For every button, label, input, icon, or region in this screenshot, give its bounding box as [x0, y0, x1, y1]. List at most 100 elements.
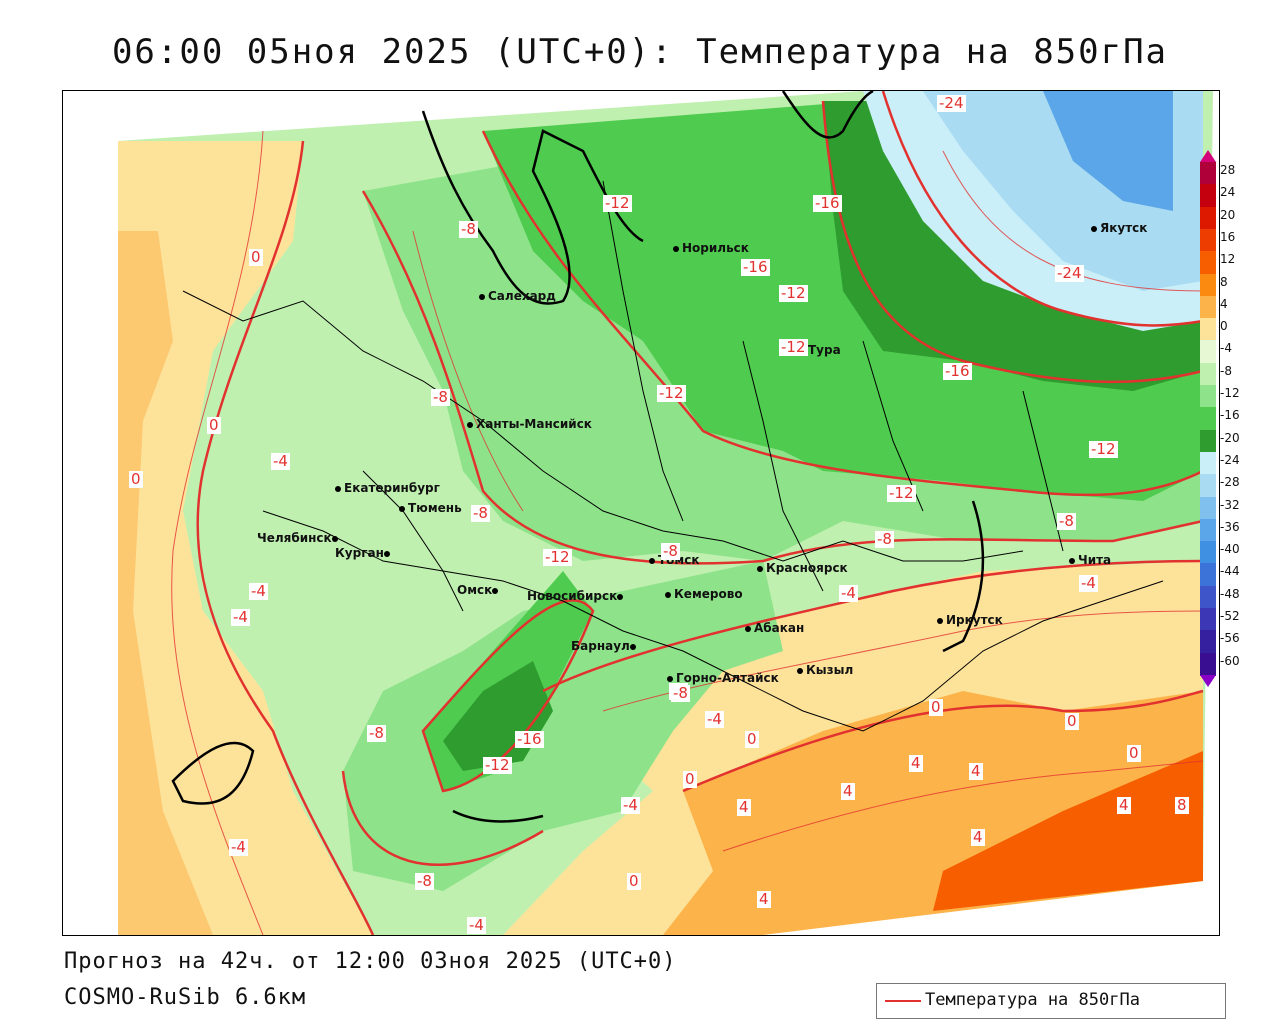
contour-label: -8: [367, 724, 386, 742]
scale-tick-label: -24: [1220, 452, 1240, 467]
contour-label: -12: [779, 284, 808, 302]
scale-top-arrow: [1200, 150, 1216, 162]
city-novosibirsk[interactable]: Новосибирск: [527, 589, 626, 603]
city-kemerovo[interactable]: Кемерово: [665, 587, 743, 601]
contour-label: -4: [621, 796, 640, 814]
city-dot: [757, 565, 763, 572]
contour-label: 4: [1117, 796, 1131, 814]
field-warmer-west: [118, 231, 213, 935]
city-dot: [797, 667, 803, 674]
scale-swatch: [1200, 385, 1216, 408]
contour-label: -12: [1089, 440, 1118, 458]
city-gorno-altaysk[interactable]: Горно-Алтайск: [667, 671, 779, 685]
scale-tick-label: 12: [1220, 252, 1236, 267]
scale-swatch: [1200, 206, 1216, 230]
city-dot: [335, 485, 341, 492]
contour-label: -12: [603, 194, 632, 212]
city-dot: [1069, 557, 1075, 564]
contour-label: -4: [249, 582, 268, 600]
contour-label: -4: [231, 608, 250, 626]
scale-tick-label: -4: [1220, 341, 1232, 356]
scale-tick-label: 16: [1220, 229, 1236, 244]
scale-tick-label: 4: [1220, 296, 1228, 311]
city-tyumen[interactable]: Тюмень: [399, 501, 462, 515]
field-minus28: [1043, 91, 1173, 211]
contour-label: 0: [207, 416, 221, 434]
contour-label: 0: [929, 698, 943, 716]
city-chelyabinsk[interactable]: Челябинск: [257, 531, 341, 545]
scale-swatch: [1200, 340, 1216, 364]
city-dot: [399, 505, 405, 512]
contour-label: -4: [467, 916, 486, 934]
contour-label: -16: [741, 258, 770, 276]
contour-label: -8: [671, 684, 690, 702]
city-yekaterinburg[interactable]: Екатеринбург: [335, 481, 440, 495]
contour-label: 0: [683, 770, 697, 788]
city-dot: [492, 587, 499, 594]
scale-swatch: [1200, 273, 1216, 297]
contour-label: -12: [483, 756, 512, 774]
city-dot: [667, 675, 673, 682]
city-chita[interactable]: Чита: [1069, 553, 1111, 567]
city-dot: [665, 591, 671, 598]
contour-label: -16: [943, 362, 972, 380]
scale-tick-label: -36: [1220, 519, 1240, 534]
contour-label: -8: [471, 504, 490, 522]
city-dot: [649, 557, 655, 564]
legend: Температура на 850гПа: [876, 983, 1226, 1019]
scale-swatch: [1200, 652, 1216, 676]
city-omsk[interactable]: Омск: [457, 583, 501, 597]
contour-label: 0: [129, 470, 143, 488]
model-info: COSMO-RuSib 6.6км: [64, 985, 307, 1010]
temperature-map[interactable]: Салехард Норильск Якутск Тура Ханты-Манс…: [62, 90, 1220, 936]
city-barnaul[interactable]: Барнаул: [571, 639, 639, 653]
contour-label: 4: [737, 798, 751, 816]
scale-swatch: [1200, 563, 1216, 587]
scale-tick-label: -56: [1220, 631, 1240, 646]
contour-label: -8: [459, 220, 478, 238]
contour-label: -8: [431, 388, 450, 406]
contour-label: -16: [813, 194, 842, 212]
city-yakutsk[interactable]: Якутск: [1091, 221, 1147, 235]
city-kyzyl[interactable]: Кызыл: [797, 663, 853, 677]
contour-label: -4: [229, 838, 248, 856]
borders: [182, 180, 1164, 732]
scale-swatch: [1200, 608, 1216, 631]
city-dot: [673, 245, 679, 252]
contour-label: -24: [1055, 264, 1084, 282]
scale-swatch: [1200, 474, 1216, 498]
contour-label: -8: [661, 542, 680, 560]
scale-swatch: [1200, 362, 1216, 386]
city-dot: [331, 535, 338, 542]
scale-swatch: [1200, 496, 1216, 520]
contour-label: 4: [969, 762, 983, 780]
contour-label: -12: [657, 384, 686, 402]
city-khanty-mansiysk[interactable]: Ханты-Мансийск: [467, 417, 592, 431]
scale-tick-label: 0: [1220, 319, 1228, 334]
scale-tick-label: 24: [1220, 185, 1236, 200]
city-abakan[interactable]: Абакан: [745, 621, 804, 635]
forecast-info: Прогноз на 42ч. от 12:00 03ноя 2025 (UTC…: [64, 949, 677, 974]
contour-label: 0: [1127, 744, 1141, 762]
contour-label: 4: [841, 782, 855, 800]
city-irkutsk[interactable]: Иркутск: [937, 613, 1003, 627]
city-krasnoyarsk[interactable]: Красноярск: [757, 561, 848, 575]
city-dot: [479, 293, 485, 300]
contour-label: 4: [971, 828, 985, 846]
scale-swatch: [1200, 541, 1216, 565]
contour-label: -4: [839, 584, 858, 602]
legend-label: Температура на 850гПа: [925, 990, 1140, 1010]
scale-swatch: [1200, 228, 1216, 252]
city-kurgan[interactable]: Курган: [335, 546, 393, 560]
contour-label: 0: [1065, 712, 1079, 730]
scale-tick-label: -16: [1220, 408, 1240, 423]
scale-tick-label: -8: [1220, 363, 1232, 378]
city-norilsk[interactable]: Норильск: [673, 241, 749, 255]
scale-tick-label: 28: [1220, 163, 1236, 177]
scale-tick-label: -52: [1220, 609, 1240, 623]
field-warm-west: [118, 141, 373, 935]
contour-label: 8: [1175, 796, 1189, 814]
isotherms-thin: [171, 130, 1204, 935]
contour-label: 0: [745, 730, 759, 748]
city-salekhard[interactable]: Салехард: [479, 289, 556, 303]
